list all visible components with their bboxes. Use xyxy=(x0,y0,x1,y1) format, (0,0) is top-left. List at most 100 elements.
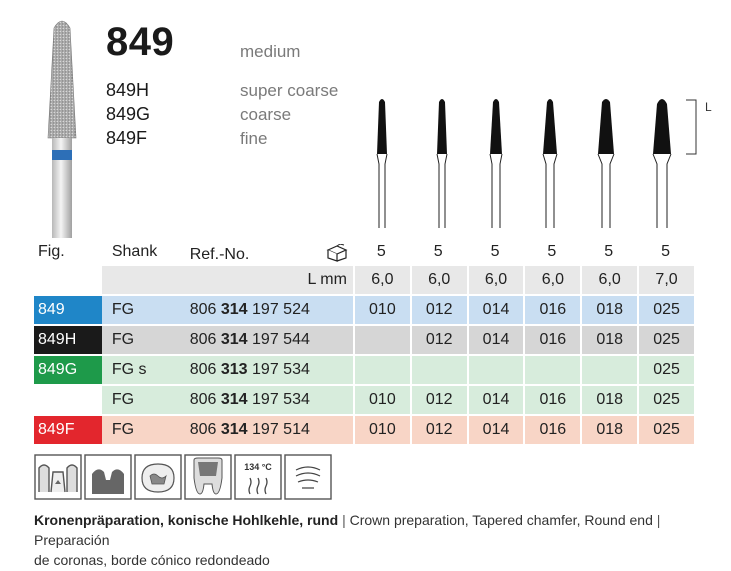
header-ref-label: Ref.-No. xyxy=(189,245,250,263)
table-row: 849H FG 806 314 197 544 012 014 016 018 … xyxy=(34,324,694,354)
size-cell: 012 xyxy=(409,324,467,354)
ref-cell: 806 313 197 534 xyxy=(177,354,353,384)
fig-badge: 849H xyxy=(34,324,102,354)
size-cell: 025 xyxy=(637,354,694,384)
size-cell: 025 xyxy=(637,384,694,414)
silhouette-014 xyxy=(489,99,503,228)
size-cell: 025 xyxy=(637,294,694,324)
tapered-chamfer-icon xyxy=(84,454,132,500)
lmm-label: L mm xyxy=(177,266,353,294)
svg-text:134 °C: 134 °C xyxy=(244,462,272,472)
size-cell: 014 xyxy=(466,324,524,354)
length-label: L xyxy=(705,100,712,114)
variant-name: 849F xyxy=(106,128,148,148)
variant-grit: coarse xyxy=(240,105,292,124)
ref-cell: 806 314 197 514 xyxy=(177,414,353,444)
header-shank: Shank xyxy=(101,238,178,266)
fig-badge: 849 xyxy=(34,294,102,324)
application-icons: 134 °C xyxy=(34,454,332,500)
variant-grit: super coarse xyxy=(240,81,339,100)
ref-cell: 806 314 197 544 xyxy=(177,324,353,354)
silhouette-025 xyxy=(652,99,672,228)
filling-icon xyxy=(134,454,182,500)
pack-qty: 5 xyxy=(523,238,581,266)
size-cell: 014 xyxy=(466,414,524,444)
description-caption: Kronenpräparation, konische Hohlkehle, r… xyxy=(34,510,714,570)
size-cell: 018 xyxy=(580,384,638,414)
table-row: 849F FG 806 314 197 514 010 012 014 016 … xyxy=(34,414,694,444)
tooth-icon xyxy=(184,454,232,500)
table-row: 849 FG 806 314 197 524 010 012 014 016 0… xyxy=(34,294,694,324)
silhouette-010 xyxy=(376,99,388,228)
ultrasonic-icon xyxy=(284,454,332,500)
product-grit: medium xyxy=(240,42,301,61)
size-cell: 014 xyxy=(466,384,524,414)
size-cell xyxy=(409,354,467,384)
shank-cell: FG xyxy=(101,414,178,444)
size-cell: 012 xyxy=(409,294,467,324)
pack-qty: 5 xyxy=(580,238,638,266)
size-silhouettes xyxy=(376,99,697,228)
shank-cell: FG xyxy=(101,294,178,324)
size-cell: 016 xyxy=(523,324,581,354)
lmm-value: 6,0 xyxy=(523,266,581,294)
caption-separator: | xyxy=(656,512,661,528)
caption-separator: | xyxy=(342,512,346,528)
ref-cell: 806 314 197 534 xyxy=(177,384,353,414)
size-cell: 025 xyxy=(637,324,694,354)
table-header-row: Fig. Shank Ref.-No. 5 5 5 5 5 5 xyxy=(34,238,694,266)
size-cell: 025 xyxy=(637,414,694,444)
caption-spanish-1: Preparación xyxy=(34,532,110,548)
size-cell: 018 xyxy=(580,324,638,354)
size-cell: 010 xyxy=(352,384,410,414)
pack-qty: 5 xyxy=(637,238,694,266)
fig-badge: 849G xyxy=(34,354,102,384)
caption-german: Kronenpräparation, konische Hohlkehle, r… xyxy=(34,512,339,528)
size-cell xyxy=(352,324,410,354)
variant-name: 849G xyxy=(106,104,151,124)
size-cell: 010 xyxy=(352,414,410,444)
size-cell: 012 xyxy=(409,384,467,414)
lmm-value: 6,0 xyxy=(409,266,467,294)
fig-badge xyxy=(34,384,102,414)
table-row: 849G FG s 806 313 197 534 025 xyxy=(34,354,694,384)
variant-grit: fine xyxy=(240,129,268,148)
fig-badge: 849F xyxy=(34,414,102,444)
size-cell: 016 xyxy=(523,414,581,444)
size-cell: 018 xyxy=(580,414,638,444)
shank-cell: FG s xyxy=(101,354,178,384)
table-lmm-row: L mm 6,0 6,0 6,0 6,0 6,0 7,0 xyxy=(34,266,694,294)
package-icon xyxy=(326,242,348,262)
product-number: 849 xyxy=(106,20,175,64)
variant-name: 849H xyxy=(106,80,150,100)
silhouette-018 xyxy=(597,99,615,228)
pack-qty: 5 xyxy=(466,238,524,266)
size-cell: 010 xyxy=(352,294,410,324)
lmm-value: 6,0 xyxy=(466,266,524,294)
size-cell xyxy=(466,354,524,384)
size-cell xyxy=(352,354,410,384)
sterilization-134c-icon: 134 °C xyxy=(234,454,282,500)
size-cell: 016 xyxy=(523,294,581,324)
size-cell: 018 xyxy=(580,294,638,324)
caption-english: Crown preparation, Tapered chamfer, Roun… xyxy=(349,512,653,528)
size-cell: 014 xyxy=(466,294,524,324)
silhouette-012 xyxy=(436,99,448,228)
ref-cell: 806 314 197 524 xyxy=(177,294,353,324)
header-ref: Ref.-No. xyxy=(177,238,353,266)
shank-cell: FG xyxy=(101,324,178,354)
header-fig: Fig. xyxy=(34,238,102,266)
table-row: FG 806 314 197 534 010 012 014 016 018 0… xyxy=(34,384,694,414)
bur-illustration xyxy=(47,20,77,246)
size-cell xyxy=(580,354,638,384)
pack-qty: 5 xyxy=(409,238,467,266)
length-bracket xyxy=(686,99,697,155)
size-cell: 016 xyxy=(523,384,581,414)
size-cell: 012 xyxy=(409,414,467,444)
size-cell xyxy=(523,354,581,384)
spec-table: Fig. Shank Ref.-No. 5 5 5 5 5 5 L mm 6,0… xyxy=(34,238,694,444)
silhouette-016 xyxy=(542,99,558,228)
crown-prep-icon xyxy=(34,454,82,500)
lmm-value: 6,0 xyxy=(580,266,638,294)
shank-cell: FG xyxy=(101,384,178,414)
